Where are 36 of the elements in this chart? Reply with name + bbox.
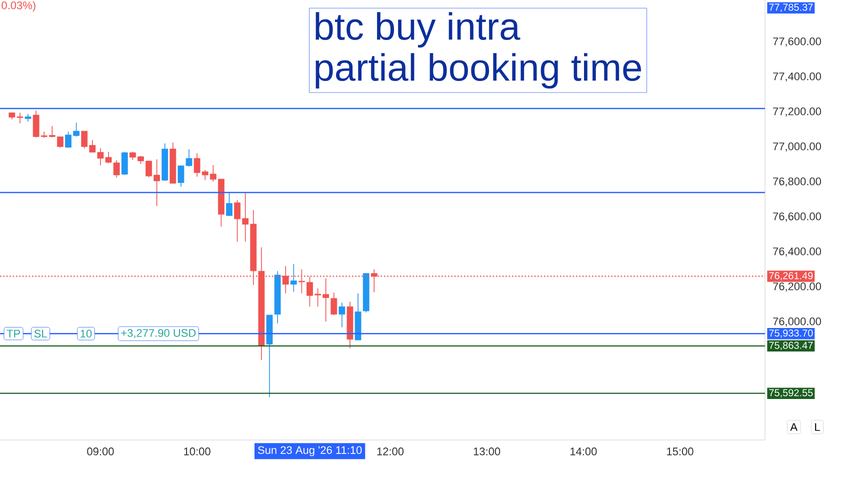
y-tick-label: 77,600.00 — [773, 37, 822, 47]
candlestick — [113, 160, 120, 178]
y-tick-label: 77,200.00 — [773, 107, 822, 117]
text: Sun 23 Aug '26 11:10 — [258, 446, 362, 456]
x-tick-label: 15:00 — [667, 448, 694, 456]
annotation: 0.03%) — [2, 1, 36, 12]
chart-title: btc buy intra — [316, 12, 520, 48]
text: L — [815, 423, 820, 431]
candlestick — [226, 192, 232, 216]
y-tick-label: 77,000.00 — [773, 142, 822, 152]
y-tick-label: 76,800.00 — [773, 177, 822, 187]
y-tick-label: 76,000.00 — [773, 317, 822, 327]
candlestick — [338, 302, 346, 328]
ref-line-label: 76,261.49 — [769, 272, 813, 280]
x-tick-label: 09:00 — [87, 448, 114, 456]
text: partial booking time — [316, 53, 641, 89]
x-tick-label: 13:00 — [474, 448, 500, 456]
annotation: TP — [6, 330, 20, 338]
y-tick-label: 76,200.00 — [773, 282, 822, 292]
candlestick — [330, 292, 338, 316]
y-tick-label: 76,400.00 — [773, 247, 822, 257]
x-tick-label: 14:00 — [570, 448, 597, 456]
annotation: SL — [34, 330, 47, 338]
y-tick-label: 77,400.00 — [773, 72, 822, 82]
y-tick-label: 76,600.00 — [773, 212, 822, 222]
annotation: +3,277.90 USD — [121, 329, 196, 338]
x-tick-label: 12:00 — [377, 448, 404, 456]
text: 77,785.37 — [769, 4, 813, 12]
x-tick-label: 10:00 — [184, 448, 210, 456]
candlestick — [121, 151, 128, 176]
ref-line-label: 75,863.47 — [769, 342, 813, 350]
candlestick — [290, 264, 297, 292]
ref-line-label: 75,592.55 — [769, 389, 813, 398]
annotation: 10 — [80, 330, 92, 338]
text: A — [790, 423, 798, 431]
ref-line-label: 75,933.70 — [769, 330, 813, 338]
